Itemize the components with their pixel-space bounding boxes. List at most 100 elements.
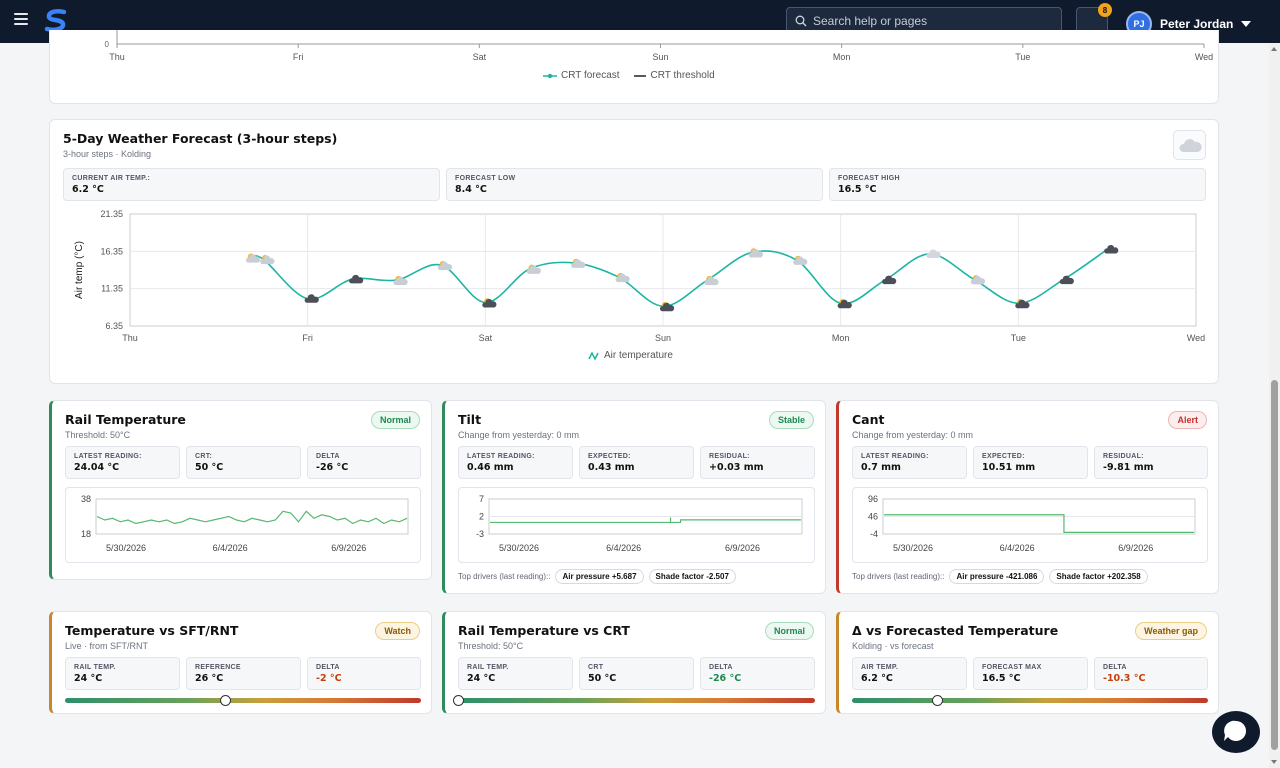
stat-value: 50 °C (195, 462, 224, 473)
stat-value: 0.43 mm (588, 462, 635, 473)
stat-label: RESIDUAL: (709, 453, 750, 460)
weather-chart-legend: Air temperature (588, 350, 673, 361)
weather-partly-cloudy-icon (526, 264, 541, 274)
sensor-reading-line (884, 514, 1194, 533)
gauge-knob (220, 695, 232, 706)
forecast-max-stat: FORECAST MAX 16.5 °C (973, 657, 1088, 690)
weather-night-cloud-icon (882, 275, 897, 285)
mini-plot-area (95, 498, 409, 535)
sensor-reading-line (490, 517, 801, 524)
weather-night-partly-icon (837, 299, 852, 309)
x-tick-label: 6/4/2026 (213, 543, 248, 553)
x-tick-label: Mon (832, 333, 850, 343)
weather-night-partly-icon (659, 302, 675, 312)
x-tick-label: Wed (1187, 333, 1205, 343)
gauge-knob (932, 695, 944, 706)
scrollbar-thumb[interactable] (1271, 380, 1278, 750)
weather-partly-cloudy-icon (748, 248, 763, 258)
y-tick-label: 16.35 (100, 246, 123, 256)
weather-night-partly-icon (1015, 299, 1030, 309)
comparison-gauge (852, 695, 1208, 706)
weather-partly-cloudy-icon (793, 255, 808, 265)
card-subtitle: Threshold: 50°C (458, 641, 524, 651)
air-temp-stat: AIR TEMP. 6.2 °C (852, 657, 967, 690)
stat-label: DELTA (1103, 664, 1127, 671)
card-subtitle: Kolding · vs forecast (852, 641, 934, 651)
y-tick-label: 46 (868, 512, 878, 522)
x-tick-label: Sat (473, 52, 487, 62)
stat-label: FORECAST LOW (455, 175, 516, 182)
driver-chip: Shade factor +202.358 (1049, 569, 1148, 584)
card-subtitle: Threshold: 50°C (65, 430, 131, 440)
crt-stat: CRT 50 °C (579, 657, 694, 690)
expected-stat: EXPECTED: 10.51 mm (973, 446, 1088, 479)
tilt-card[interactable]: Tilt Change from yesterday: 0 mm Stable … (442, 400, 826, 594)
delta-vs-forecast-card[interactable]: Δ vs Forecasted Temperature Kolding · vs… (836, 611, 1219, 714)
scroll-up-arrow-icon[interactable] (1271, 47, 1277, 51)
top-drivers: Top drivers (last reading):: Air pressur… (458, 569, 736, 584)
rail-temperature-mini-chart: 38 18 5/30/2026 6/4/2026 6/9/2026 (65, 487, 421, 563)
expected-stat: EXPECTED: 0.43 mm (579, 446, 694, 479)
weather-partly-cloudy-icon (437, 260, 453, 271)
weather-partly-cloudy-icon (615, 272, 630, 283)
x-tick-label: 5/30/2026 (499, 543, 539, 553)
drivers-label: Top drivers (last reading):: (458, 572, 551, 581)
stat-label: FORECAST MAX (982, 664, 1042, 671)
status-badge: Normal (370, 411, 420, 429)
search-box[interactable] (786, 7, 1062, 35)
stat-label: LATEST READING: (861, 453, 929, 460)
stat-label: AIR TEMP. (861, 664, 899, 671)
x-tick-label: Sun (655, 333, 671, 343)
stat-value: 24 °C (467, 673, 496, 684)
y-tick-label: 38 (81, 494, 91, 504)
y-tick-label: 2 (479, 512, 484, 522)
chat-bubble-icon (1224, 720, 1246, 741)
stat-label: DELTA (709, 664, 733, 671)
rail-temperature-vs-crt-card[interactable]: Rail Temperature vs CRT Threshold: 50°C … (442, 611, 826, 714)
stat-label: REFERENCE (195, 664, 241, 671)
weather-subtitle: 3-hour steps · Kolding (63, 149, 152, 159)
temperature-vs-sft-card[interactable]: Temperature vs SFT/RNT Live · from SFT/R… (49, 611, 432, 714)
notification-count-badge: 8 (1098, 3, 1112, 17)
current-air-temp-stat: CURRENT AIR TEMP.: 6.2 °C (63, 168, 440, 201)
x-tick-label: Thu (109, 52, 125, 62)
y-axis-label: Air temp (°C) (74, 241, 85, 299)
cant-card[interactable]: Cant Change from yesterday: 0 mm Alert L… (836, 400, 1219, 594)
x-tick-label: 5/30/2026 (893, 543, 933, 553)
search-input[interactable] (813, 14, 1043, 28)
stat-value: +0.03 mm (709, 462, 764, 473)
stat-label: RESIDUAL: (1103, 453, 1144, 460)
menu-icon[interactable] (14, 13, 28, 25)
stat-value: 24.04 °C (74, 462, 120, 473)
page-scrollbar[interactable] (1269, 43, 1280, 768)
stat-value: -26 °C (316, 462, 349, 473)
search-icon (795, 15, 807, 27)
stat-value: -26 °C (709, 673, 742, 684)
stat-label: EXPECTED: (588, 453, 631, 460)
cloud-button[interactable] (1173, 130, 1206, 160)
stat-value: -2 °C (316, 673, 342, 684)
reference-stat: REFERENCE 26 °C (186, 657, 301, 690)
card-subtitle: Live · from SFT/RNT (65, 641, 149, 651)
stat-value: 6.2 °C (861, 673, 893, 684)
chat-launcher-button[interactable] (1212, 711, 1260, 753)
x-tick-label: Tue (1011, 333, 1026, 343)
scroll-down-arrow-icon[interactable] (1271, 760, 1277, 764)
app-logo-icon[interactable] (42, 7, 70, 35)
rail-temperature-card[interactable]: Rail Temperature Threshold: 50°C Normal … (49, 400, 432, 580)
card-subtitle: Change from yesterday: 0 mm (852, 430, 974, 440)
x-tick-label: 6/9/2026 (725, 543, 760, 553)
card-title: Tilt (458, 412, 482, 427)
forecast-high-stat: FORECAST HIGH 16.5 °C (829, 168, 1206, 201)
weather-partly-cloudy-icon (393, 275, 408, 286)
tilt-mini-chart: 7 2 -3 5/30/2026 6/4/2026 6/9/2026 (458, 487, 815, 563)
air-temperature-chart: 21.35 16.35 11.35 6.35 Thu Fri Sat Sun Mon Tue Wed… (74, 209, 1205, 343)
x-tick-label: 6/4/2026 (1000, 543, 1035, 553)
card-title: Rail Temperature vs CRT (458, 623, 630, 638)
stat-value: 24 °C (74, 673, 103, 684)
x-tick-label: Wed (1195, 52, 1213, 62)
comparison-gauge (453, 695, 815, 706)
delta-stat: DELTA -10.3 °C (1094, 657, 1208, 690)
stat-label: FORECAST HIGH (838, 175, 900, 182)
x-tick-label: Sat (479, 333, 493, 343)
